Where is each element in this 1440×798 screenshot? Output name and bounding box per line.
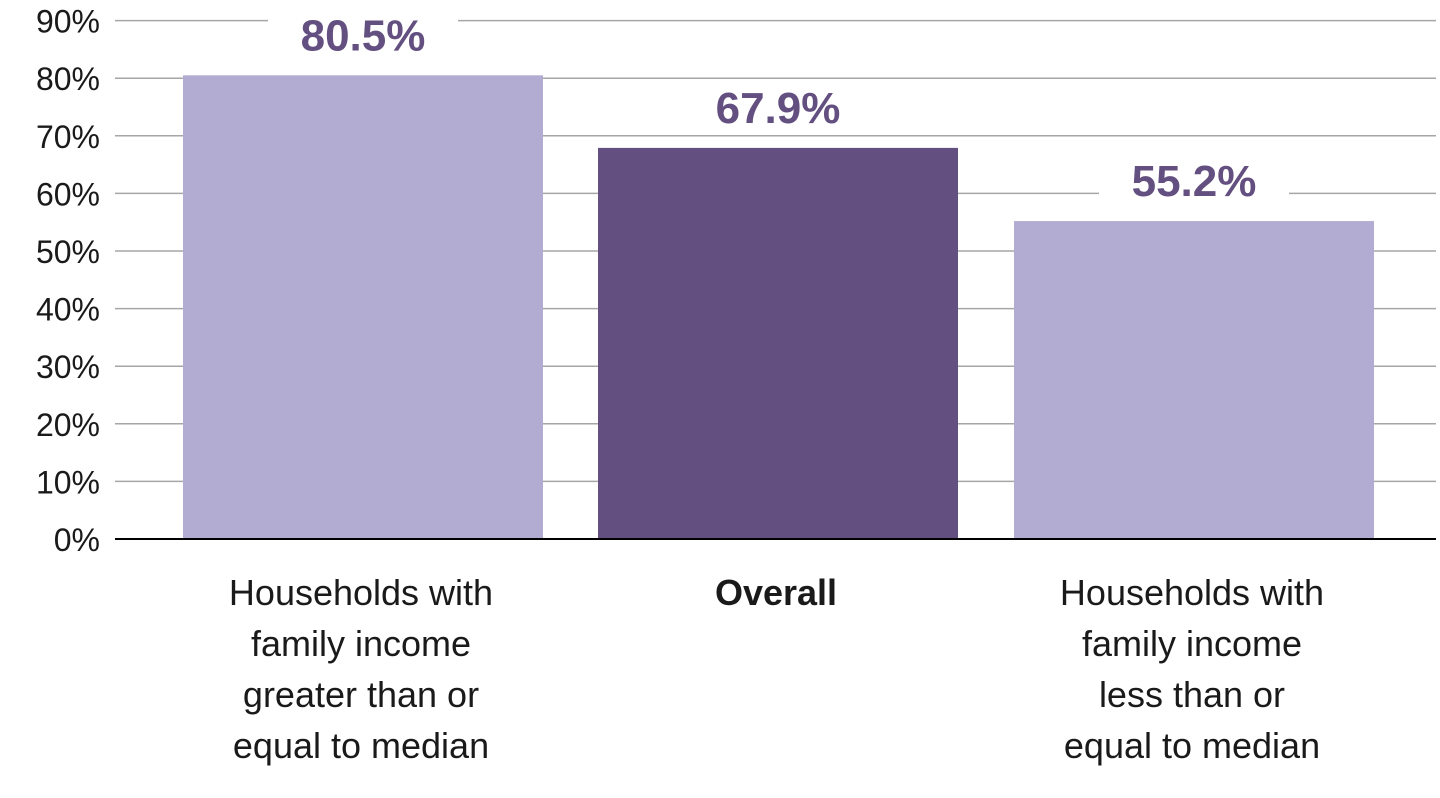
category-label: Overall — [715, 572, 837, 613]
y-tick-label: 80% — [36, 61, 100, 97]
category-label: equal to median — [1064, 725, 1320, 766]
y-tick-label: 0% — [54, 522, 100, 558]
y-tick-label: 40% — [36, 292, 100, 328]
data-labels: 80.5% 67.9% 55.2% — [268, 10, 1289, 209]
data-label-backdrop — [1099, 156, 1289, 209]
data-label: 55.2% — [1132, 157, 1257, 206]
category-label: Households with — [1060, 572, 1324, 613]
category-label: family income — [1082, 623, 1302, 664]
y-tick-label: 50% — [36, 234, 100, 270]
category-label: less than or — [1099, 674, 1285, 715]
bars — [183, 75, 1374, 539]
data-label-backdrop — [683, 82, 873, 135]
y-tick-label: 70% — [36, 119, 100, 155]
bar — [598, 147, 958, 539]
category-label: greater than or — [243, 674, 479, 715]
y-tick-label: 30% — [36, 349, 100, 385]
y-tick-label: 20% — [36, 407, 100, 443]
data-label-backdrop — [268, 10, 458, 63]
y-tick-label: 10% — [36, 464, 100, 500]
category-label: family income — [251, 623, 471, 664]
y-axis-ticks: 0% 10% 20% 30% 40% 50% 60% 70% 80% 90% — [36, 4, 100, 558]
bar — [1014, 221, 1374, 539]
category-labels: Households with family income greater than… — [229, 572, 1324, 766]
data-label: 67.9% — [716, 84, 841, 133]
data-label: 80.5% — [301, 11, 426, 60]
y-tick-label: 60% — [36, 176, 100, 212]
category-label: equal to median — [233, 725, 489, 766]
y-tick-label: 90% — [36, 4, 100, 40]
bar — [183, 75, 543, 539]
category-label: Households with — [229, 572, 493, 613]
